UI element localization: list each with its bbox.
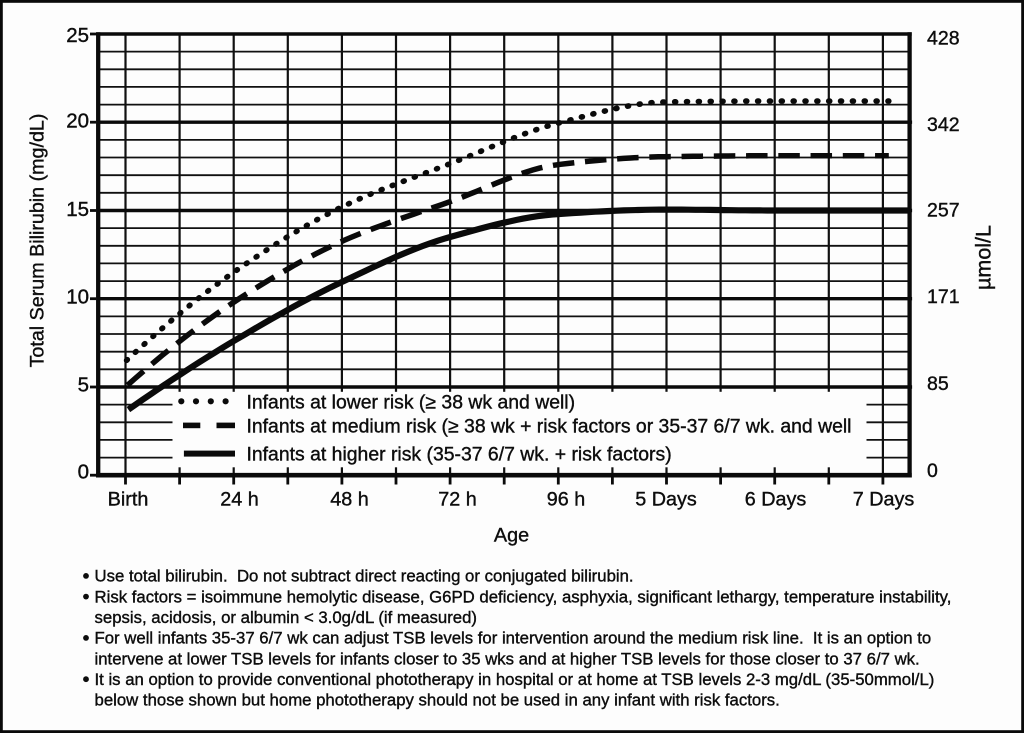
svg-text:For well infants 35-37 6/7 wk: For well infants 35-37 6/7 wk can adjust… [95, 629, 932, 648]
svg-text:0: 0 [927, 460, 938, 482]
svg-text:5 Days: 5 Days [635, 489, 697, 511]
svg-text:sepsis, acidosis, or albumin <: sepsis, acidosis, or albumin < 3.0g/dL (… [95, 608, 478, 627]
svg-text:7 Days: 7 Days [853, 489, 915, 511]
svg-text:Infants at higher risk (35-37: Infants at higher risk (35-37 6/7 wk. + … [247, 443, 672, 465]
svg-text:It is an option to provide con: It is an option to provide conventional … [95, 670, 935, 689]
svg-text:257: 257 [927, 199, 960, 221]
svg-text:15: 15 [66, 198, 89, 221]
svg-text:96 h: 96 h [547, 489, 586, 511]
svg-text:µmol/L: µmol/L [972, 225, 996, 290]
svg-text:171: 171 [927, 286, 960, 308]
svg-text:Use total bilirubin. Do not s: Use total bilirubin. Do not subtract dir… [95, 567, 634, 586]
svg-text:25: 25 [66, 24, 89, 47]
svg-text:Birth: Birth [108, 489, 149, 511]
svg-text:Infants at lower risk (≥ 38 wk: Infants at lower risk (≥ 38 wk and well) [247, 391, 576, 413]
svg-text:intervene at lower TSB levels: intervene at lower TSB levels for infant… [95, 649, 920, 668]
svg-text:10: 10 [66, 285, 89, 308]
svg-text:85: 85 [927, 373, 949, 395]
svg-text:48 h: 48 h [330, 489, 369, 511]
svg-text:6 Days: 6 Days [745, 489, 807, 511]
svg-text:72 h: 72 h [438, 489, 477, 511]
svg-text:5: 5 [78, 374, 89, 397]
svg-text:below those shown but home pho: below those shown but home phototherapy … [95, 691, 780, 710]
svg-text:342: 342 [927, 114, 960, 136]
svg-text:Infants at medium risk (≥ 38 w: Infants at medium risk (≥ 38 wk + risk f… [247, 416, 852, 438]
svg-text:Risk factors = isoimmune hemol: Risk factors = isoimmune hemolytic disea… [95, 587, 952, 606]
svg-text:Age: Age [494, 525, 529, 547]
svg-text:428: 428 [927, 27, 960, 49]
svg-text:0: 0 [78, 461, 89, 484]
svg-text:20: 20 [66, 110, 89, 133]
svg-text:24 h: 24 h [220, 489, 259, 511]
svg-text:Total Serum Bilirubin (mg/dL): Total Serum Bilirubin (mg/dL) [27, 114, 49, 368]
